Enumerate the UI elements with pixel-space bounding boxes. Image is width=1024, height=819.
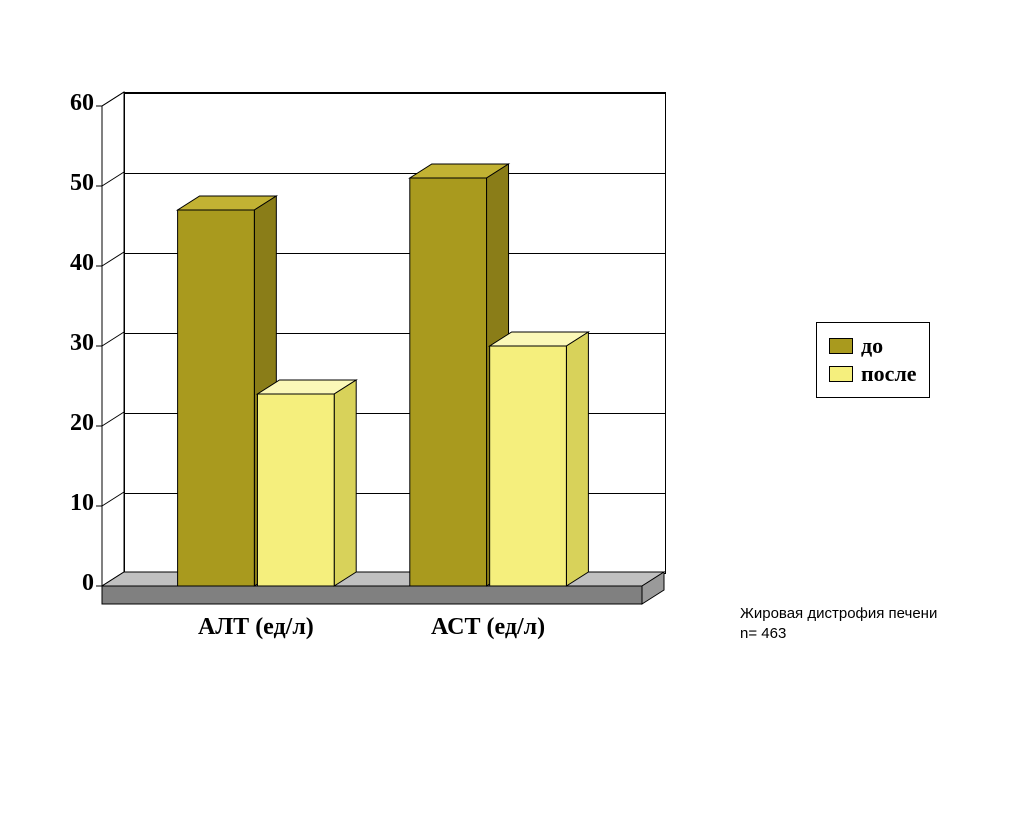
ytick-label: 10 — [48, 490, 94, 517]
ytick-label: 20 — [48, 410, 94, 437]
legend-label: после — [861, 361, 917, 387]
legend-label: до — [861, 333, 883, 359]
gridline — [125, 413, 665, 414]
caption: Жировая дистрофия печениn= 463 — [740, 604, 937, 643]
gridline — [125, 253, 665, 254]
caption-line-2: n= 463 — [740, 624, 937, 644]
xtick-label: АЛТ (ед/л) — [158, 614, 355, 641]
ytick-label: 50 — [48, 170, 94, 197]
legend-item: после — [829, 361, 917, 387]
legend-item: до — [829, 333, 917, 359]
gridline — [125, 173, 665, 174]
ytick-label: 60 — [48, 90, 94, 117]
legend-swatch — [829, 366, 853, 382]
legend-swatch — [829, 338, 853, 354]
gridline — [125, 93, 665, 94]
caption-line-1: Жировая дистрофия печени — [740, 604, 937, 624]
ytick-label: 0 — [48, 570, 94, 597]
gridline — [125, 333, 665, 334]
ytick-label: 40 — [48, 250, 94, 277]
chart-back-wall — [124, 92, 666, 574]
gridline — [125, 493, 665, 494]
ytick-label: 30 — [48, 330, 94, 357]
xtick-label: АСТ (ед/л) — [390, 614, 587, 641]
legend: допосле — [816, 322, 930, 398]
